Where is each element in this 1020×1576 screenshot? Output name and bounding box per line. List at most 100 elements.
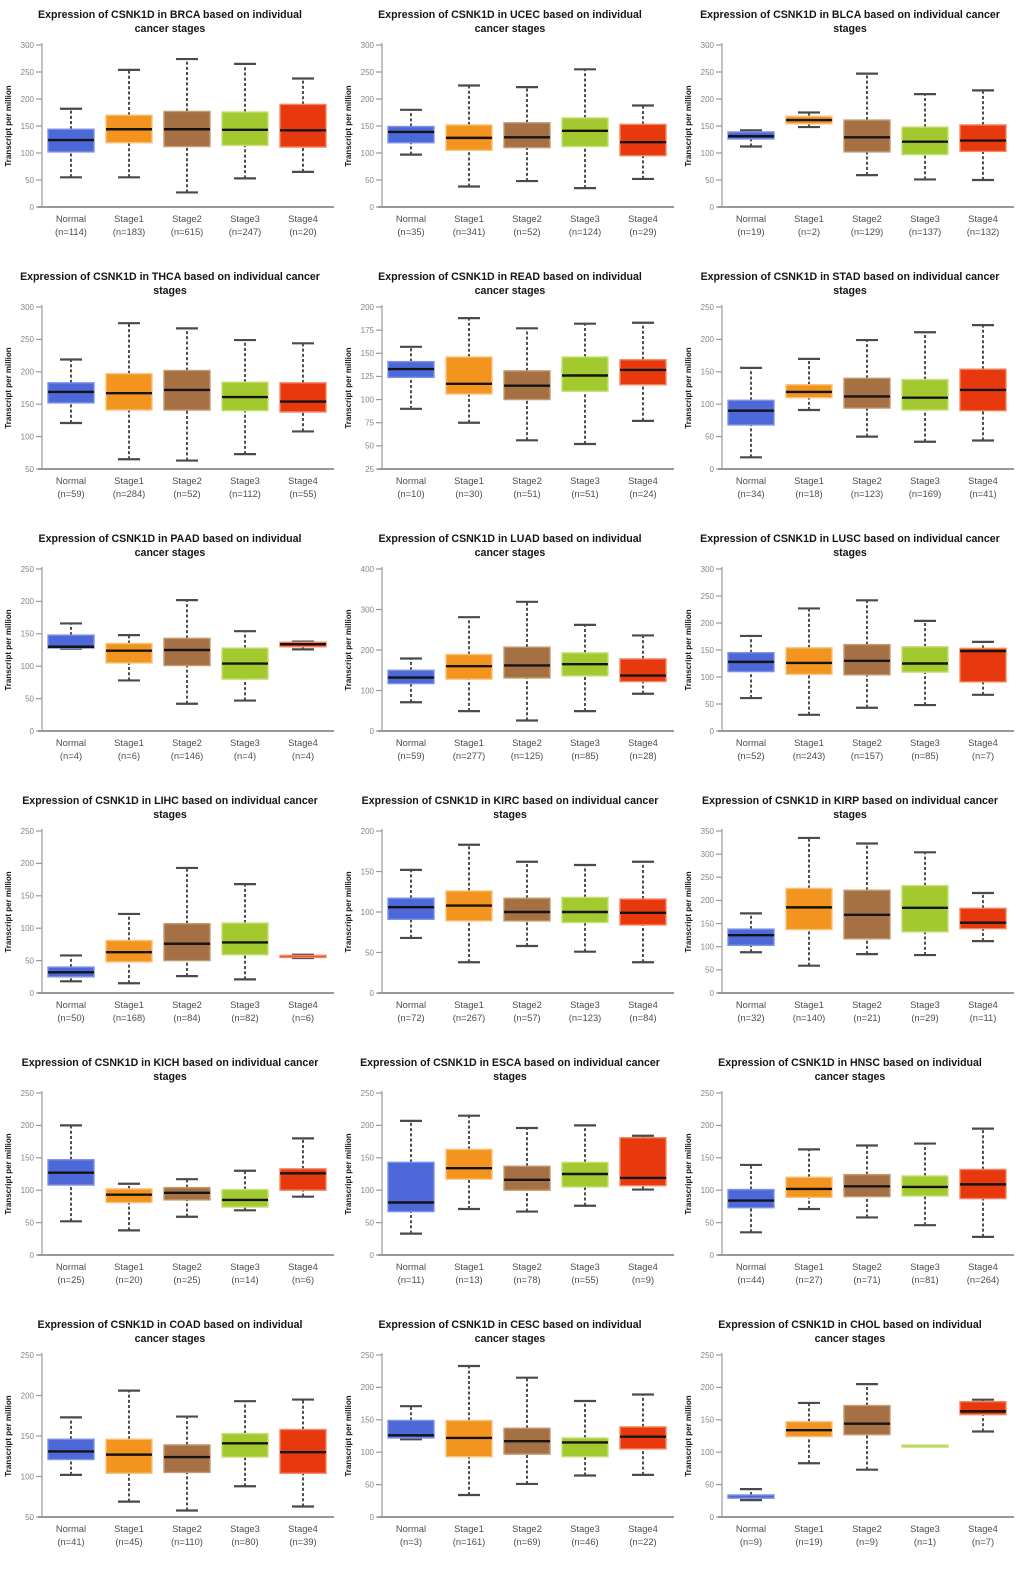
box-hnsc-stage1 [785,1148,833,1211]
y-tick-label: 0 [30,203,35,212]
box-ucec-stage1 [445,84,493,188]
box-paad-stage2 [163,599,211,705]
y-tick-label: 200 [21,597,35,606]
category-label: Normal [396,475,426,486]
y-tick-label: 50 [25,1218,34,1227]
box-cesc-stage3 [561,1399,609,1477]
category-n-label: (n=46) [571,1536,598,1547]
chart-title: Expression of CSNK1D in LUSC based on in… [700,533,1000,559]
box-read-normal [387,345,435,410]
box-stad-stage4 [959,324,1007,442]
iqr-box [221,1432,269,1458]
category-label: Stage4 [968,737,998,748]
category-n-label: (n=6) [292,1274,314,1285]
category-label: Stage3 [910,1523,940,1534]
box-hnsc-stage4 [959,1127,1007,1238]
chart-title: Expression of CSNK1D in HNSC based on in… [718,1057,982,1083]
category-label: Stage1 [794,737,824,748]
category-label: Normal [736,213,766,224]
box-thca-normal [47,358,95,425]
box-lihc-normal [47,954,95,983]
box-kirp-stage2 [843,842,891,956]
chart-title: Expression of CSNK1D in LIHC based on in… [22,795,318,821]
y-tick-label: 300 [361,41,375,50]
category-n-label: (n=44) [737,1274,764,1285]
category-n-label: (n=14) [231,1274,258,1285]
category-label: Stage1 [114,999,144,1010]
category-n-label: (n=78) [513,1274,540,1285]
category-label: Normal [56,1523,86,1534]
y-tick-label: 50 [25,176,34,185]
y-tick-label: 100 [361,908,375,917]
category-label: Stage3 [230,213,260,224]
box-brca-stage2 [163,57,211,194]
iqr-box [221,922,269,956]
box-luad-stage4 [619,634,667,695]
box-read-stage4 [619,321,667,422]
y-tick-label: 50 [365,1480,374,1489]
category-label: Stage1 [794,999,824,1010]
box-kirc-normal [387,868,435,940]
box-luad-stage1 [445,616,493,713]
iqr-box [279,103,327,148]
iqr-box [785,647,833,675]
y-tick-label: 150 [361,867,375,876]
iqr-box [901,646,949,673]
category-label: Normal [56,1261,86,1272]
y-axis-label: Transcript per million [4,85,13,166]
panel-thca: Expression of CSNK1D in THCA based on in… [0,262,340,524]
category-n-label: (n=28) [629,750,656,761]
category-label: Stage1 [454,475,484,486]
category-n-label: (n=9) [740,1536,762,1547]
y-tick-label: 300 [361,605,375,614]
y-tick-label: 50 [25,694,34,703]
box-thca-stage3 [221,338,269,456]
y-tick-label: 200 [21,859,35,868]
category-label: Stage3 [570,213,600,224]
category-n-label: (n=24) [629,488,656,499]
box-blca-stage2 [843,72,891,177]
category-n-label: (n=123) [569,1012,602,1023]
category-n-label: (n=39) [289,1536,316,1547]
category-n-label: (n=29) [629,226,656,237]
category-n-label: (n=168) [113,1012,146,1023]
category-n-label: (n=161) [453,1536,486,1547]
category-n-label: (n=247) [229,226,262,237]
category-label: Normal [56,999,86,1010]
iqr-box [221,1188,269,1208]
y-tick-label: 250 [701,873,715,882]
category-label: Stage2 [852,475,882,486]
iqr-box [619,658,667,683]
category-n-label: (n=169) [909,488,942,499]
y-tick-label: 0 [370,727,375,736]
category-label: Stage2 [172,1261,202,1272]
iqr-box [47,1438,95,1461]
box-esca-normal [387,1119,435,1235]
box-stad-normal [727,366,775,459]
iqr-box [47,634,95,649]
category-n-label: (n=55) [289,488,316,499]
y-tick-label: 0 [370,1513,375,1522]
category-n-label: (n=2) [798,226,820,237]
category-n-label: (n=243) [793,750,826,761]
category-n-label: (n=6) [118,750,140,761]
y-tick-label: 0 [710,1513,715,1522]
y-tick-label: 100 [361,1186,375,1195]
box-kirp-stage1 [785,836,833,967]
y-tick-label: 100 [361,395,375,404]
y-tick-label: 25 [365,465,374,474]
y-tick-label: 100 [361,686,375,695]
y-tick-label: 250 [21,565,35,574]
iqr-box [279,382,327,413]
boxplot-cesc: 0 50 100 150 200 250 Transcript per million Nor… [344,1351,674,1547]
category-label: Stage1 [114,737,144,748]
y-tick-label: 200 [701,896,715,905]
y-axis-label: Transcript per million [344,347,353,428]
category-label: Normal [736,737,766,748]
y-tick-label: 50 [705,432,714,441]
category-n-label: (n=41) [969,488,996,499]
category-n-label: (n=13) [455,1274,482,1285]
box-stad-stage1 [785,357,833,412]
category-label: Stage1 [114,213,144,224]
y-tick-label: 300 [21,41,35,50]
